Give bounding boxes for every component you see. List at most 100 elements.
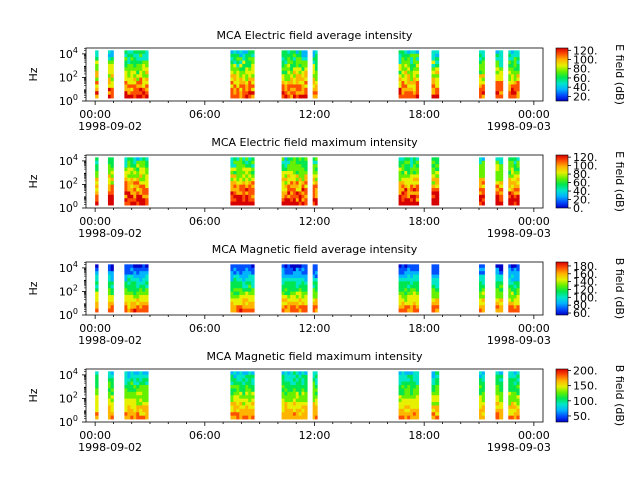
spectrogram-cell bbox=[239, 74, 243, 79]
spectrogram-cell bbox=[295, 388, 300, 393]
spectrogram-cell bbox=[124, 301, 128, 306]
spectrogram-cell bbox=[95, 160, 99, 165]
spectrogram-cell bbox=[127, 374, 131, 379]
spectrogram-cell bbox=[398, 395, 402, 400]
spectrogram-cell bbox=[124, 371, 128, 376]
x-tick-label: 18:00 bbox=[408, 108, 440, 121]
spectrogram-cell bbox=[284, 281, 288, 286]
spectrogram-cell bbox=[479, 81, 483, 85]
spectrogram-cell bbox=[242, 160, 246, 165]
spectrogram-cell bbox=[95, 374, 99, 379]
spectrogram-cell bbox=[284, 284, 288, 289]
spectrogram-cell bbox=[499, 274, 504, 279]
spectrogram-cell bbox=[304, 184, 308, 189]
spectrogram-cell bbox=[107, 164, 112, 168]
spectrogram-cell bbox=[404, 378, 408, 382]
spectrogram-cell bbox=[314, 74, 318, 79]
spectrogram-cell bbox=[245, 298, 249, 303]
spectrogram-cell bbox=[304, 87, 308, 92]
spectrogram-cell bbox=[136, 84, 140, 89]
spectrogram-cell bbox=[242, 70, 246, 75]
spectrogram-cell bbox=[142, 94, 146, 99]
spectrogram-cell bbox=[145, 301, 149, 306]
x-tick-label: 18:00 bbox=[408, 429, 440, 442]
spectrogram-cell bbox=[401, 60, 405, 65]
spectrogram-cell bbox=[407, 288, 411, 293]
spectrogram-cell bbox=[245, 388, 249, 393]
spectrogram-cell bbox=[401, 288, 405, 293]
spectrogram-cell bbox=[142, 378, 146, 382]
spectrogram-cell bbox=[404, 167, 408, 172]
spectrogram-cell bbox=[401, 271, 405, 275]
spectrogram-cell bbox=[301, 184, 305, 189]
spectrogram-cell bbox=[142, 374, 146, 379]
spectrogram-cell bbox=[314, 170, 318, 175]
spectrogram-cell bbox=[513, 194, 517, 199]
spectrogram-cell bbox=[236, 371, 240, 376]
spectrogram-cell bbox=[281, 191, 285, 196]
spectrogram-cell bbox=[295, 301, 300, 306]
spectrogram-cell bbox=[410, 284, 414, 289]
colorbar-tick-label: 20. bbox=[573, 90, 591, 103]
spectrogram-cell bbox=[412, 391, 417, 396]
spectrogram-cell bbox=[404, 94, 408, 99]
spectrogram-cell bbox=[435, 295, 440, 299]
spectrogram-cell bbox=[415, 395, 420, 400]
spectrogram-cell bbox=[124, 81, 128, 85]
spectrogram-cell bbox=[251, 157, 255, 162]
spectrogram-cell bbox=[481, 164, 485, 168]
spectrogram-cell bbox=[435, 415, 440, 420]
spectrogram-cell bbox=[513, 167, 517, 172]
spectrogram-cell bbox=[290, 277, 294, 282]
spectrogram-cell bbox=[110, 191, 114, 196]
spectrogram-cell bbox=[511, 412, 515, 417]
spectrogram-cell bbox=[127, 378, 131, 382]
spectrogram-cell bbox=[516, 201, 520, 206]
spectrogram-cell bbox=[495, 395, 500, 400]
spectrogram-cell bbox=[401, 298, 405, 303]
spectrogram-cell bbox=[401, 408, 405, 413]
spectrogram-cell bbox=[136, 277, 140, 282]
spectrogram-cell bbox=[431, 295, 436, 299]
spectrogram-cell bbox=[511, 91, 515, 96]
spectrogram-cell bbox=[248, 170, 252, 175]
spectrogram-cell bbox=[139, 284, 143, 289]
spectrogram-cell bbox=[281, 94, 285, 99]
spectrogram-cell bbox=[281, 50, 285, 55]
spectrogram-cell bbox=[284, 391, 288, 396]
spectrogram-cell bbox=[404, 67, 408, 72]
spectrogram-cell bbox=[287, 378, 291, 382]
spectrogram-cell bbox=[401, 277, 405, 282]
spectrogram-cell bbox=[110, 177, 114, 182]
spectrogram-cell bbox=[513, 284, 517, 289]
spectrogram-cell bbox=[481, 157, 485, 162]
spectrogram-cell bbox=[242, 188, 246, 192]
spectrogram-cell bbox=[431, 371, 436, 376]
spectrogram-cell bbox=[142, 201, 146, 206]
spectrogram-cell bbox=[233, 77, 237, 82]
spectrogram-cell bbox=[407, 277, 411, 282]
colorbar-label: B field (dB) bbox=[613, 258, 626, 319]
spectrogram-cell bbox=[136, 298, 140, 303]
spectrogram-cell bbox=[415, 60, 420, 65]
spectrogram-cell bbox=[499, 184, 504, 189]
spectrogram-cell bbox=[230, 188, 234, 192]
spectrogram-cell bbox=[287, 167, 291, 172]
spectrogram-cell bbox=[479, 164, 483, 168]
spectrogram-cell bbox=[133, 308, 137, 313]
spectrogram-cell bbox=[136, 308, 140, 313]
spectrogram-cell bbox=[290, 201, 294, 206]
spectrogram-cell bbox=[136, 271, 140, 275]
spectrogram-cell bbox=[415, 70, 420, 75]
spectrogram-cell bbox=[139, 371, 143, 376]
spectrogram-cell bbox=[139, 264, 143, 269]
spectrogram-cell bbox=[513, 281, 517, 286]
spectrogram-cell bbox=[495, 308, 500, 313]
spectrogram-cell bbox=[284, 374, 288, 379]
spectrogram-cell bbox=[133, 63, 137, 68]
spectrogram-cell bbox=[284, 415, 288, 420]
spectrogram-cell bbox=[230, 378, 234, 382]
spectrogram-cell bbox=[130, 167, 134, 172]
spectrogram-cell bbox=[312, 194, 316, 199]
spectrogram-cell bbox=[398, 384, 402, 389]
